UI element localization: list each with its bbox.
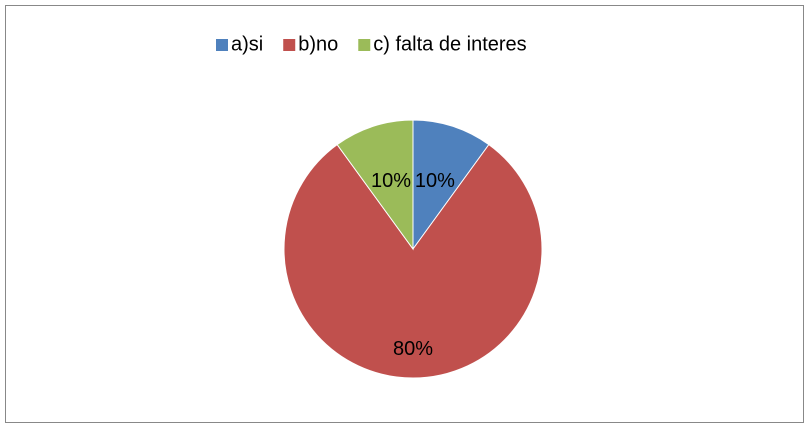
- legend-label: a)si: [231, 33, 263, 55]
- pie-slice: [283, 143, 543, 379]
- legend-label: c) falta de interes: [373, 33, 526, 55]
- pie-slice: [336, 119, 414, 251]
- legend-swatch: [358, 39, 371, 51]
- legend-swatch: [216, 39, 228, 51]
- data-label: 80%: [393, 338, 433, 360]
- data-label: 10%: [371, 170, 411, 192]
- legend-swatch: [283, 39, 296, 51]
- legend-label: b)no: [298, 33, 338, 55]
- pie-slice: [412, 119, 490, 251]
- data-label: 10%: [415, 170, 455, 192]
